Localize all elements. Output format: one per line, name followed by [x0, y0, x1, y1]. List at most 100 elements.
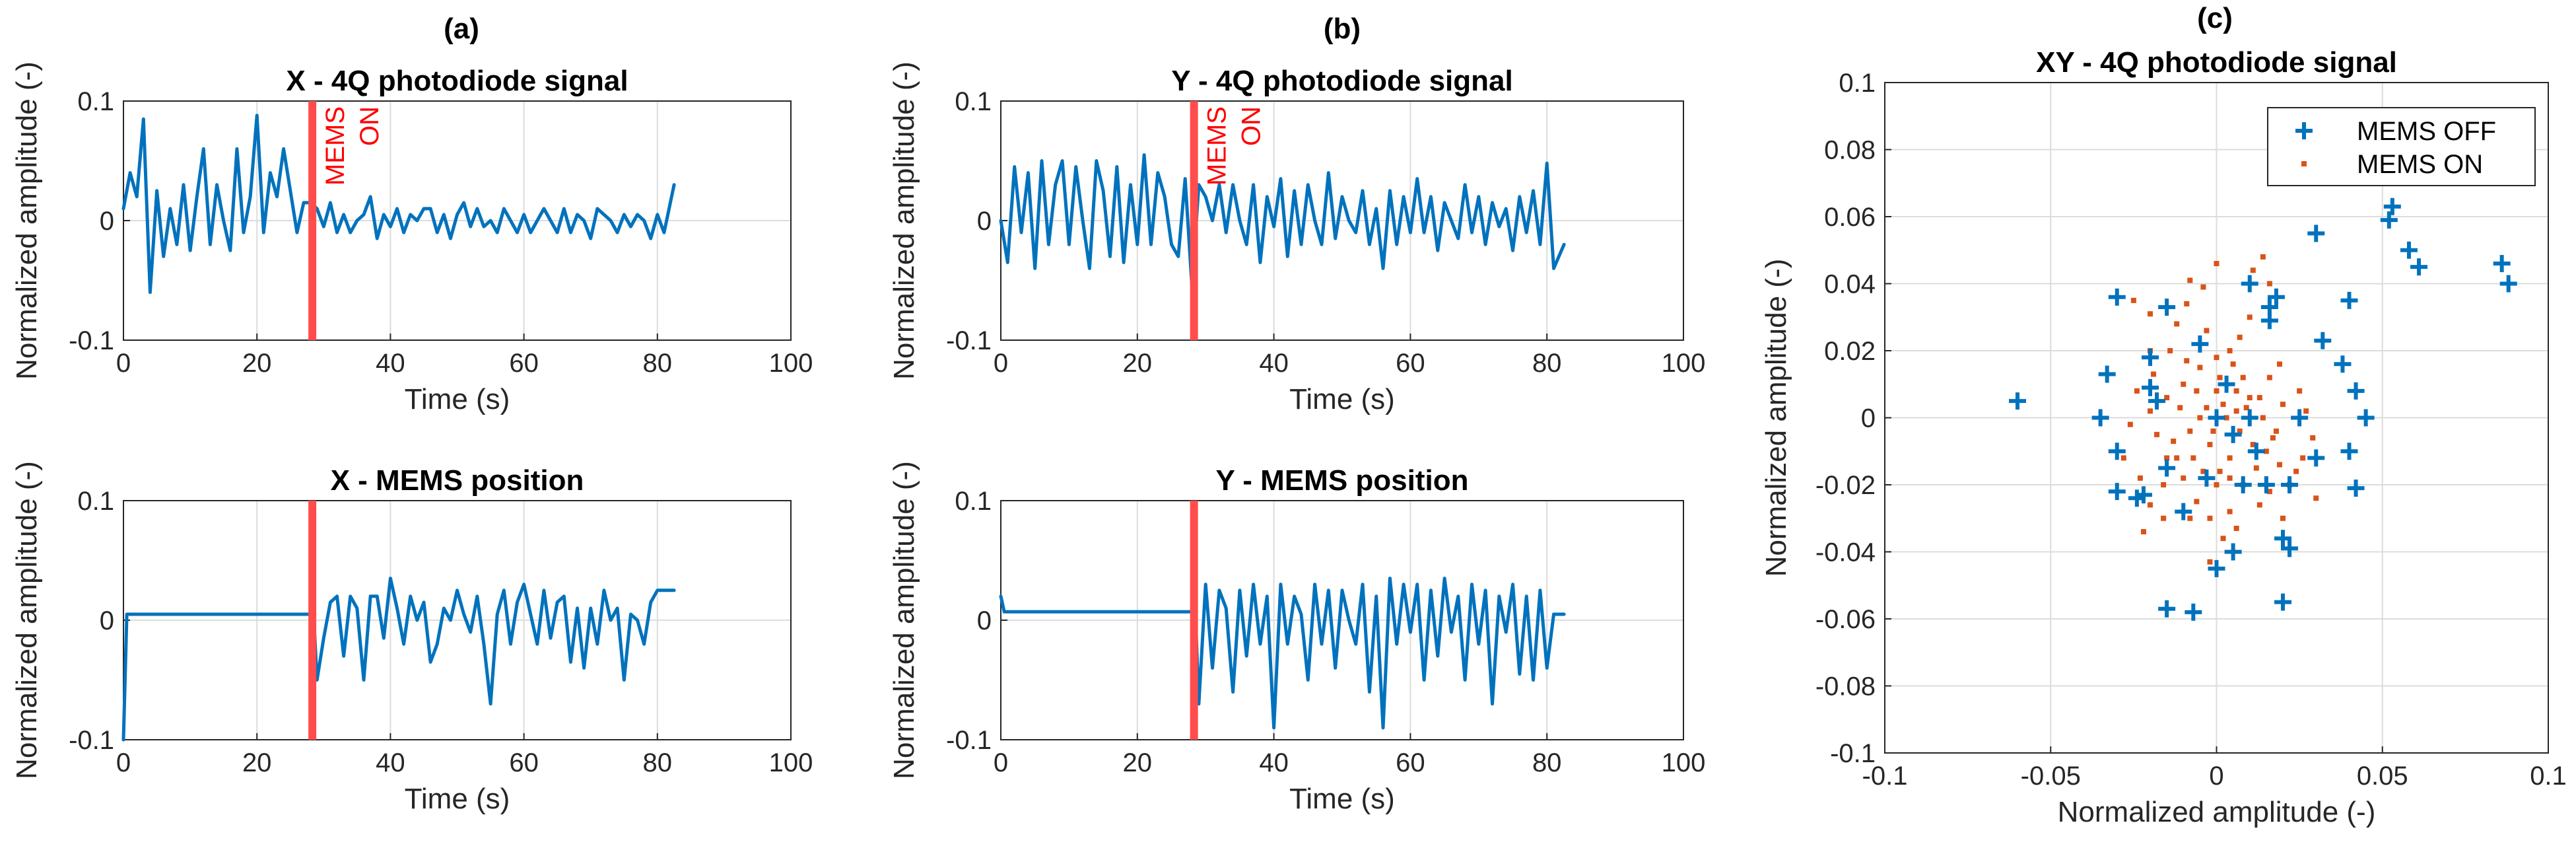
mems-on-point: [2204, 405, 2210, 411]
mems-off-point: [2198, 469, 2216, 487]
y-axis-label: Normalized amplitude (-): [11, 61, 43, 380]
mems-on-point: [2240, 374, 2246, 380]
x-tick-label: 20: [1123, 349, 1153, 378]
mems-on-point: [2227, 475, 2233, 481]
legend-label-mems-off: MEMS OFF: [2357, 117, 2496, 146]
y-tick-label: 0: [1861, 404, 1876, 433]
mems-on-point: [2214, 261, 2220, 267]
mems-on-point: [2266, 281, 2272, 287]
mems-on-point: [2276, 361, 2282, 367]
mems-off-point: [2142, 349, 2159, 367]
mems-on-point: [2237, 334, 2243, 340]
x-tick-label: 20: [242, 349, 272, 378]
y-tick-label: -0.1: [69, 326, 114, 355]
mems-on-point: [2300, 455, 2306, 461]
legend-box: [2267, 107, 2536, 186]
y-tick-label: 0.1: [77, 487, 114, 516]
x-axis-label: Normalized amplitude (-): [2058, 796, 2376, 828]
axes-box: [1884, 82, 2549, 754]
mems-on-point: [2181, 381, 2186, 387]
mems-on-point: [2280, 402, 2286, 408]
x-tick-label: 0: [116, 349, 131, 378]
mems-on-label: ON: [1237, 106, 1266, 146]
x-axis-label: Time (s): [1289, 783, 1395, 815]
mems-on-point: [2263, 448, 2269, 454]
signal-line: [999, 153, 1566, 289]
mems-on-point: [2171, 439, 2177, 445]
mems-on-point: [2250, 267, 2256, 273]
mems-off-point: [2247, 443, 2265, 460]
mems-on-point: [2214, 355, 2220, 361]
mems-on-point: [2260, 415, 2266, 421]
plot-title: Y - MEMS position: [1216, 464, 1469, 497]
mems-on-point: [2210, 428, 2216, 434]
x-tick-label: 0: [994, 349, 1008, 378]
x-tick-label: -0.05: [2021, 762, 2081, 791]
mems-on-point: [2164, 455, 2170, 461]
y-tick-label: -0.1: [946, 326, 992, 355]
y-tick-label: -0.1: [946, 726, 992, 755]
mems-on-point: [2247, 395, 2253, 401]
axes-c: -0.1 -0.05 0 0.05 0.1 -0.1 -0.08 -0.06 -0.04 -0.0…: [1760, 46, 2567, 828]
mems-off-point: [2260, 312, 2278, 330]
x-axis-label: Time (s): [1289, 383, 1395, 415]
signal-line: [121, 114, 676, 295]
mems-on-point: [2250, 442, 2256, 448]
mems-on-point: [2161, 482, 2167, 487]
mems-on-point: [2187, 515, 2193, 521]
mems-off-point: [2380, 211, 2398, 229]
axes-box: [123, 500, 792, 740]
mems-on-label: MEMS: [321, 106, 350, 186]
mems-on-point: [2130, 297, 2136, 303]
axes-box: [1000, 500, 1684, 740]
mems-off-point: [2493, 255, 2511, 273]
mems-off-point: [2234, 476, 2252, 493]
mems-on-point: [2233, 388, 2239, 394]
mems-on-point: [2280, 515, 2286, 521]
mems-off-point: [2208, 559, 2225, 577]
mems-off-point: [2357, 409, 2375, 427]
mems-on-point: [2200, 284, 2206, 290]
legend-marker-mems-on: [2301, 161, 2307, 166]
y-tick-label: 0.08: [1824, 136, 1876, 165]
axes-a-top: 0 20 40 60 80 100-0.100.1X - 4Q photodiode si…: [11, 61, 813, 415]
y-tick-label: 0.04: [1824, 270, 1876, 299]
mems-on-point: [2184, 358, 2190, 364]
y-axis-label: Normalized amplitude (-): [888, 461, 920, 779]
mems-on-point: [2148, 408, 2153, 414]
axes-box: [123, 100, 792, 341]
mems-on-point: [2233, 408, 2239, 414]
x-tick-label: 100: [769, 349, 813, 378]
mems-on-point: [2266, 489, 2272, 495]
mems-off-point: [2218, 375, 2235, 393]
x-tick-label: 80: [1532, 748, 1562, 777]
mems-on-point: [2161, 515, 2167, 521]
x-axis-label: Time (s): [405, 383, 510, 415]
mems-on-point: [2297, 388, 2303, 394]
mems-off-point: [2274, 593, 2291, 611]
mems-on-point: [2134, 388, 2140, 394]
mems-on-point: [2217, 374, 2223, 380]
mems-on-point: [2214, 482, 2220, 487]
mems-on-point: [2207, 442, 2213, 448]
x-axis-label: Time (s): [405, 783, 510, 815]
mems-on-point: [2220, 402, 2226, 408]
mems-on-point: [2197, 415, 2203, 421]
mems-off-point: [2241, 409, 2258, 427]
mems-off-point: [2340, 443, 2358, 460]
y-tick-label: 0: [977, 207, 992, 236]
mems-off-point: [2108, 443, 2126, 460]
mems-on-point: [2256, 395, 2262, 401]
axes-b-top: 0 20 40 60 80 100-0.100.1Y - 4Q photodiode si…: [888, 61, 1705, 415]
mems-off-point: [2224, 425, 2242, 443]
y-tick-label: 0.1: [955, 487, 992, 516]
mems-on-point: [2184, 301, 2190, 306]
mems-off-point: [2281, 476, 2299, 493]
x-tick-label: 80: [1532, 349, 1562, 378]
signal-line: [121, 577, 676, 742]
mems-on-point: [2200, 468, 2206, 474]
mems-on-point: [2310, 435, 2316, 441]
plot-title: XY - 4Q photodiode signal: [2036, 46, 2397, 79]
mems-on-point: [2190, 455, 2196, 461]
